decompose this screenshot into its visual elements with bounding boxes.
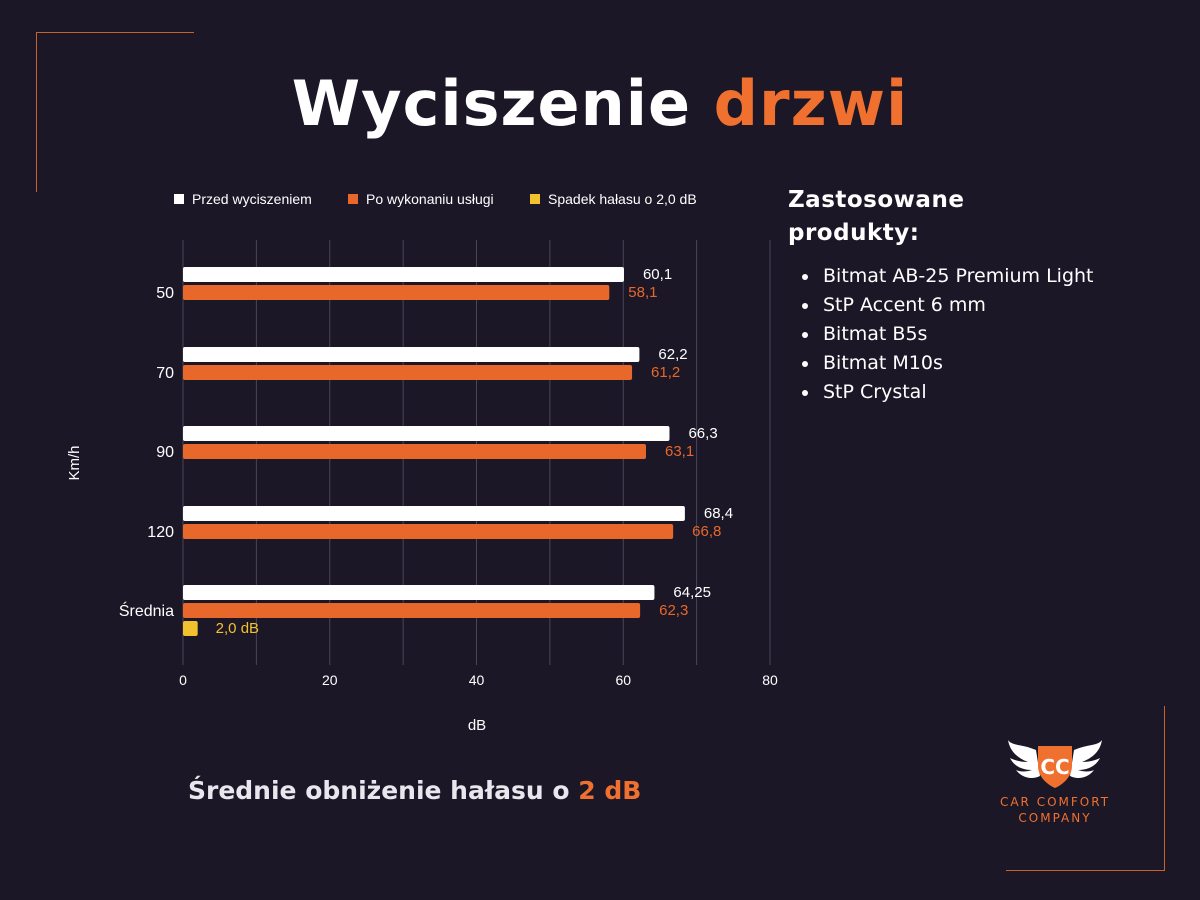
bar	[183, 603, 641, 618]
y-tick-label: 90	[156, 444, 174, 461]
x-tick-label: 20	[322, 672, 338, 688]
data-label: 2,0 dB	[216, 620, 259, 637]
data-label: 64,25	[673, 584, 711, 601]
products-heading: Zastosowane produkty:	[788, 184, 1128, 250]
bar	[183, 285, 610, 300]
bar	[183, 621, 198, 636]
y-tick-label: 50	[156, 285, 174, 302]
summary-text: Średnie obniżenie hałasu o 2 dB	[188, 772, 788, 810]
frame-corner-top-left	[36, 32, 194, 33]
legend-swatch	[530, 194, 540, 204]
data-label: 62,2	[658, 346, 687, 363]
data-label: 58,1	[628, 284, 657, 301]
logo-monogram: CC	[1040, 755, 1069, 779]
title-part-white: Wyciszenie	[291, 67, 692, 140]
page-title: Wyciszenie drzwi	[0, 66, 1200, 142]
x-tick-label: 40	[469, 672, 485, 688]
logo-name-line2: COMPANY	[1018, 811, 1092, 825]
data-label: 60,1	[643, 266, 672, 283]
legend-entry: Po wykonaniu usługi	[366, 191, 494, 207]
x-tick-label: 80	[762, 672, 778, 688]
winged-shield-icon: CC	[1008, 740, 1102, 788]
bar	[183, 426, 670, 441]
frame-corner-bottom-right-vertical	[1164, 706, 1165, 871]
x-tick-label: 60	[615, 672, 631, 688]
y-tick-label: Średnia	[119, 601, 174, 620]
company-logo: CC CAR COMFORT COMPANY	[970, 736, 1140, 836]
bar	[183, 347, 640, 362]
products-heading-line2: produkty:	[788, 220, 920, 246]
products-heading-line1: Zastosowane	[788, 187, 965, 213]
title-part-orange: drzwi	[713, 67, 909, 140]
data-label: 63,1	[665, 443, 694, 460]
legend-swatch	[348, 194, 358, 204]
product-item: Bitmat M10s	[800, 349, 1190, 378]
x-tick-label: 0	[179, 672, 187, 688]
bar	[183, 524, 674, 539]
y-tick-label: 70	[156, 365, 174, 382]
legend-swatch	[174, 194, 184, 204]
y-tick-label: 120	[147, 524, 174, 541]
bar	[183, 506, 685, 521]
summary-main: Średnie obniżenie hałasu o	[188, 776, 570, 805]
frame-corner-top-left-vertical	[36, 32, 37, 192]
x-axis-title: dB	[468, 717, 486, 734]
bar	[183, 365, 633, 380]
bar	[183, 585, 655, 600]
data-label: 62,3	[659, 602, 688, 619]
product-item: StP Accent 6 mm	[800, 291, 1190, 320]
legend-entry: Przed wyciszeniem	[192, 191, 312, 207]
bar-chart: 0 20 40 60 80 dB Km/h Przed wyciszeniem Po wykon…	[66, 191, 778, 734]
bar	[183, 267, 624, 282]
logo-name-line1: CAR COMFORT	[999, 795, 1111, 809]
product-item: Bitmat B5s	[800, 320, 1190, 349]
product-item: Bitmat AB-25 Premium Light	[800, 262, 1190, 291]
summary-highlight: 2 dB	[578, 776, 642, 805]
y-axis-title: Km/h	[66, 445, 83, 480]
frame-corner-bottom-right	[1006, 870, 1164, 871]
bar	[183, 444, 646, 459]
product-item: StP Crystal	[800, 378, 1190, 407]
data-label: 66,8	[692, 523, 721, 540]
data-label: 61,2	[651, 364, 680, 381]
legend-entry: Spadek hałasu o 2,0 dB	[548, 191, 697, 207]
data-label: 68,4	[704, 505, 733, 522]
products-list: Bitmat AB-25 Premium Light StP Accent 6 …	[800, 262, 1190, 407]
data-label: 66,3	[688, 425, 717, 442]
